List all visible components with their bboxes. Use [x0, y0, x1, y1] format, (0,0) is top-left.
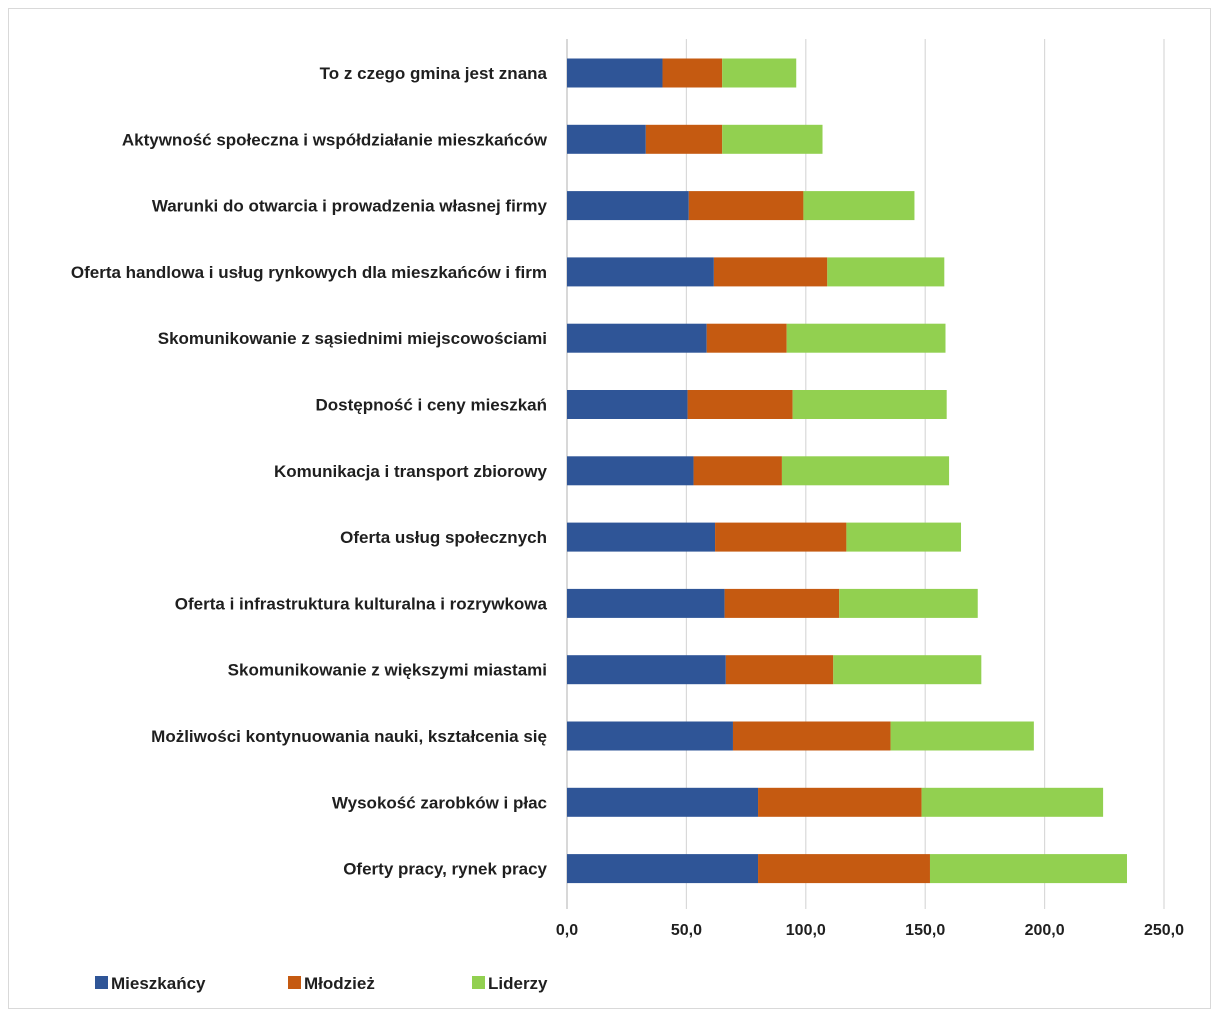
x-tick-label: 0,0 — [556, 922, 578, 939]
category-labels: To z czego gmina jest znana Aktywność spo… — [71, 64, 548, 879]
bar-segment — [803, 191, 915, 221]
bar-segment — [781, 456, 950, 486]
x-tick-label: 100,0 — [786, 922, 826, 939]
category-label: To z czego gmina jest znana — [320, 64, 548, 83]
bar-segment — [713, 257, 828, 287]
bar-segment — [687, 390, 793, 419]
category-label: Oferta usług społecznych — [340, 528, 547, 547]
bar-segment — [833, 655, 982, 685]
category-label: Możliwości kontynuowania nauki, kształce… — [151, 727, 547, 746]
bar-segment — [567, 522, 716, 552]
bar-segment — [846, 522, 962, 552]
bar-segment — [567, 323, 707, 353]
category-label: Warunki do otwarcia i prowadzenia własne… — [152, 197, 548, 216]
bar-segment — [758, 854, 930, 884]
x-tick-label: 250,0 — [1144, 922, 1184, 939]
bar-segment — [567, 124, 646, 154]
x-tick-label: 200,0 — [1025, 922, 1065, 939]
bar-segment — [567, 854, 759, 884]
bar-segment — [758, 787, 922, 817]
bar-segment — [839, 588, 978, 618]
category-label: Skomunikowanie z większymi miastami — [228, 661, 547, 680]
stacked-bar-chart: To z czego gmina jest znana Aktywność spo… — [71, 39, 1184, 993]
bar-segment — [786, 323, 946, 353]
chart-frame: To z czego gmina jest znana Aktywność spo… — [8, 8, 1211, 1009]
bar-segment — [693, 456, 782, 486]
bar-segment — [567, 58, 663, 88]
category-label: Oferta handlowa i usług rynkowych dla mi… — [71, 263, 547, 282]
bars — [567, 58, 1127, 884]
bar-segment — [724, 588, 840, 618]
bar-segment — [722, 124, 823, 154]
category-label: Aktywność społeczna i współdziałanie mie… — [122, 130, 548, 149]
bar-segment — [567, 655, 726, 685]
legend-label: Młodzież — [304, 974, 375, 993]
category-label: Dostępność i ceny mieszkań — [316, 396, 547, 415]
x-tick-label: 50,0 — [671, 922, 702, 939]
bar-segment — [645, 124, 723, 154]
legend-swatch — [95, 976, 108, 989]
category-label: Komunikacja i transport zbiorowy — [274, 462, 548, 481]
legend-label: Liderzy — [488, 974, 548, 993]
category-label: Wysokość zarobków i płac — [332, 793, 547, 812]
bar-segment — [722, 58, 797, 88]
bar-segment — [567, 787, 759, 817]
legend-label: Mieszkańcy — [111, 974, 206, 993]
bar-segment — [715, 522, 847, 552]
bar-segment — [688, 191, 804, 221]
bar-segment — [725, 655, 834, 685]
x-tick-label: 150,0 — [905, 922, 945, 939]
bar-segment — [890, 721, 1034, 751]
category-label: Oferty pracy, rynek pracy — [343, 860, 547, 879]
bar-segment — [921, 787, 1104, 817]
bar-segment — [662, 58, 723, 88]
bar-segment — [567, 721, 733, 751]
bar-segment — [567, 191, 689, 221]
bar-segment — [706, 323, 787, 353]
bar-segment — [792, 390, 947, 419]
x-axis-tick-labels: 0,0 50,0 100,0 150,0 200,0 250,0 — [556, 922, 1184, 939]
legend: Mieszkańcy Młodzież Liderzy — [95, 974, 548, 993]
legend-swatch — [288, 976, 301, 989]
bar-segment — [732, 721, 891, 751]
category-label: Skomunikowanie z sąsiednimi miejscowości… — [158, 329, 547, 348]
bar-segment — [567, 456, 694, 486]
legend-swatch — [472, 976, 485, 989]
bar-segment — [827, 257, 945, 287]
bar-segment — [929, 854, 1127, 884]
bar-segment — [567, 257, 714, 287]
category-label: Oferta i infrastruktura kulturalna i roz… — [175, 594, 548, 613]
bar-segment — [567, 390, 688, 419]
bar-segment — [567, 588, 725, 618]
